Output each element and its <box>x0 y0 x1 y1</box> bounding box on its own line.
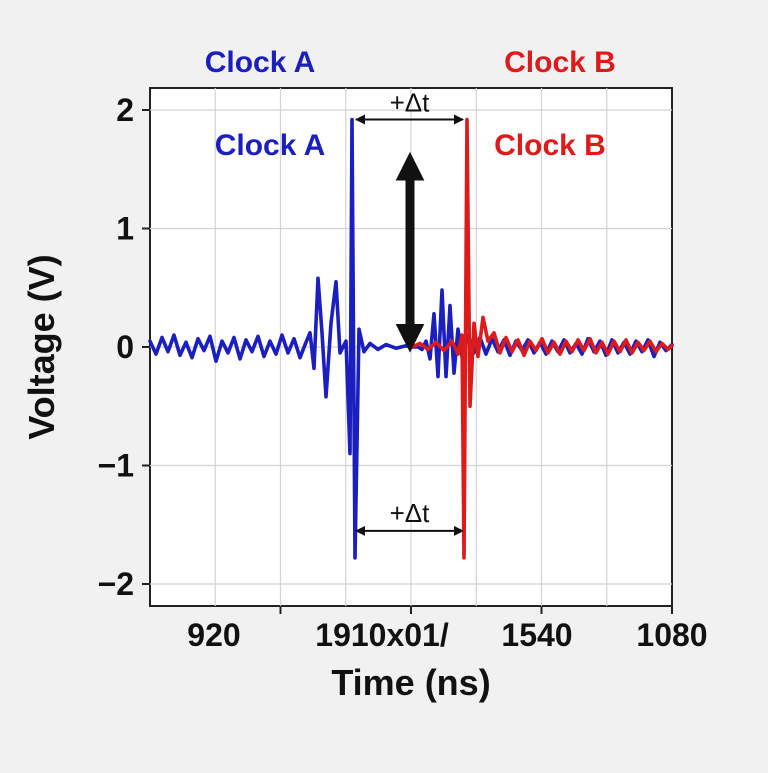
delta-t-label-top: +Δt <box>390 87 431 117</box>
series-line-clock-b <box>410 117 674 560</box>
y-axis-title: Voltage (V) <box>21 254 62 439</box>
x-axis-title: Time (ns) <box>331 662 490 703</box>
y-tick-label: 2 <box>116 92 134 128</box>
y-tick-label: 1 <box>116 211 134 247</box>
x-tick-label: 1080 <box>636 617 707 653</box>
y-tick-label: −2 <box>98 566 134 602</box>
y-tick-label: −1 <box>98 448 134 484</box>
annotation-clock-b: Clock B <box>494 129 606 162</box>
legend-entry-clock-b: Clock B <box>504 46 616 79</box>
x-tick-label: 920 <box>187 617 240 653</box>
y-ticks: 2 1 0 −1 −2 <box>98 92 150 602</box>
x-tick-label: 1910x01/ <box>315 617 449 653</box>
delta-t-label-bottom: +Δt <box>390 498 431 528</box>
y-tick-label: 0 <box>116 329 134 365</box>
x-tick-label: 1540 <box>501 617 572 653</box>
annotations: +Δt +Δt Clock A Clock B <box>215 87 606 536</box>
x-ticks: 920 1910x01/1540 1080 <box>187 606 708 653</box>
legend-entry-clock-a: Clock A <box>205 46 316 79</box>
annotation-clock-a: Clock A <box>215 129 326 162</box>
